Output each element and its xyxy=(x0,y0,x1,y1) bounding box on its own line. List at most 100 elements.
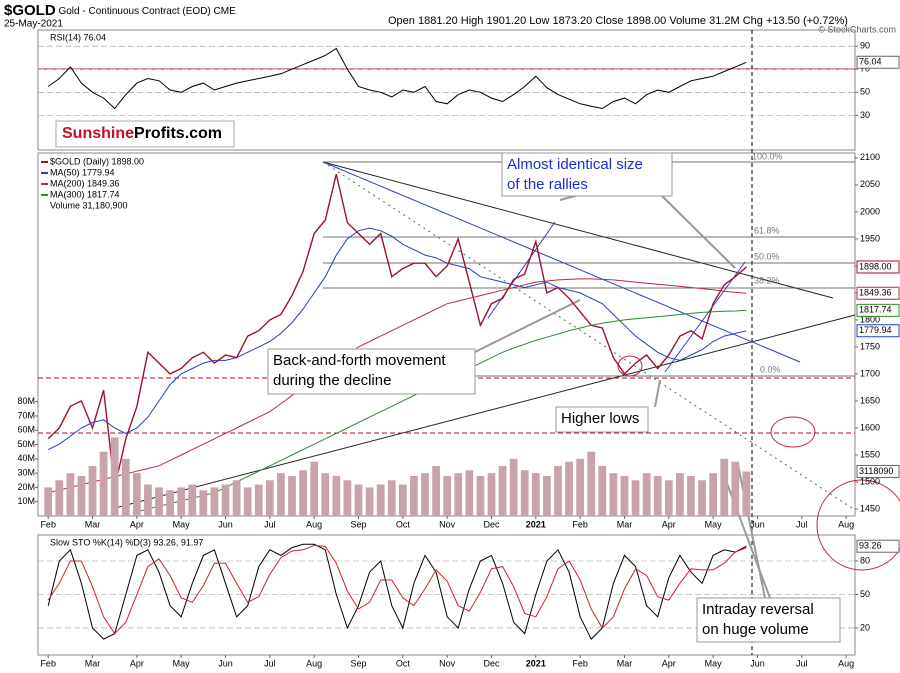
fib-label: 100.0% xyxy=(752,151,783,161)
volume-bar xyxy=(332,475,341,516)
volume-bar xyxy=(55,480,64,516)
x-tick-label: Nov xyxy=(439,519,456,529)
last-value-label: 1849.36 xyxy=(859,288,892,298)
last-value-label: 93.26 xyxy=(859,541,882,551)
fib-label: 38.2% xyxy=(754,275,780,285)
volume-bar xyxy=(44,487,53,516)
y-tick-label: 1950 xyxy=(860,233,880,243)
volume-bar xyxy=(288,475,296,516)
y-tick-label: 80 xyxy=(860,555,870,565)
brand-part: Sunshine xyxy=(62,125,134,142)
x-tick-label: Mar xyxy=(85,658,101,668)
volume-bar xyxy=(121,458,130,516)
last-value-box xyxy=(856,260,900,274)
annotation: of the rallies xyxy=(507,176,588,193)
series-line xyxy=(47,544,747,635)
volume-bar xyxy=(66,473,75,516)
volume-bar xyxy=(99,451,108,516)
annotation: Back-and-forth movement xyxy=(273,352,446,369)
series-line xyxy=(47,543,747,640)
volume-bar xyxy=(709,473,718,516)
x-tick-label: 2021 xyxy=(526,519,546,529)
volume-bar xyxy=(476,475,485,516)
arrow xyxy=(474,299,581,353)
volume-bar xyxy=(642,473,651,516)
volume-bar xyxy=(531,473,540,516)
last-value-box xyxy=(856,539,900,553)
volume-bar xyxy=(653,475,662,516)
annotation-box xyxy=(267,348,476,395)
x-tick-label: Aug xyxy=(838,658,854,668)
volume-bar xyxy=(188,484,197,516)
arrow xyxy=(721,469,771,599)
volume-bar xyxy=(210,487,219,516)
x-tick-label: Oct xyxy=(396,519,411,529)
series-line xyxy=(48,278,747,494)
volume-bar xyxy=(376,484,385,516)
series-line xyxy=(47,47,747,110)
x-tick-label: Jul xyxy=(796,658,808,668)
y-tick-label: 30 xyxy=(860,110,870,120)
volume-bar xyxy=(299,470,307,516)
x-tick-label: Jul xyxy=(796,519,808,529)
y-tick-label: 1600 xyxy=(860,422,880,432)
volume-bar xyxy=(77,475,86,516)
x-tick-label: Dec xyxy=(483,658,500,668)
x-tick-label: Apr xyxy=(130,658,144,668)
exchange: CME xyxy=(214,6,237,17)
symbol: $GOLD xyxy=(4,2,56,19)
last-value-label: 3118090 xyxy=(859,466,893,476)
volume-bar xyxy=(587,451,596,516)
x-tick-label: Sep xyxy=(350,519,366,529)
x-tick-label: May xyxy=(705,658,723,668)
x-tick-label: Dec xyxy=(483,519,500,529)
y-tick-label: 50M xyxy=(17,439,35,449)
x-tick-label: Aug xyxy=(306,658,322,668)
x-tick-label: Mar xyxy=(85,519,101,529)
annotation: during the decline xyxy=(273,372,391,389)
volume-bar xyxy=(698,480,706,516)
x-tick-label: May xyxy=(173,658,191,668)
volume-bar xyxy=(232,480,241,516)
volume-bar xyxy=(620,475,629,516)
copyright: © StockCharts.com xyxy=(818,24,896,34)
volume-bar xyxy=(265,480,274,516)
y-tick-label: 60M xyxy=(17,425,35,435)
volume-bar xyxy=(676,473,684,516)
x-tick-label: May xyxy=(173,519,191,529)
sto-panel xyxy=(37,534,856,656)
trendline xyxy=(322,161,801,363)
y-tick-label: 70M xyxy=(17,410,35,420)
last-value-label: 1898.00 xyxy=(859,261,892,271)
y-tick-label: 20M xyxy=(17,482,35,492)
y-tick-label: 2100 xyxy=(860,152,880,162)
x-tick-label: Jun xyxy=(750,658,765,668)
y-tick-label: 2000 xyxy=(860,206,880,216)
highlight-circle xyxy=(770,416,816,448)
highlight-circle xyxy=(617,355,643,377)
volume-bar xyxy=(576,458,585,516)
volume-bar xyxy=(410,475,418,516)
highlight-circle xyxy=(816,479,900,571)
volume-bar xyxy=(454,473,463,516)
x-tick-label: Feb xyxy=(572,658,588,668)
last-value-label: 1817.74 xyxy=(859,305,892,315)
x-tick-label: Apr xyxy=(130,519,144,529)
y-tick-label: 2050 xyxy=(860,179,880,189)
arrow xyxy=(661,195,736,269)
y-tick-label: 1650 xyxy=(860,395,880,405)
x-tick-label: Apr xyxy=(662,658,676,668)
volume-bar xyxy=(321,473,330,516)
volume-bar xyxy=(598,465,607,516)
arrow xyxy=(737,464,766,599)
last-value-box xyxy=(856,324,900,338)
y-tick-label: 10M xyxy=(17,496,35,506)
x-tick-label: Feb xyxy=(572,519,588,529)
annotation: on huge volume xyxy=(702,621,809,638)
brand-part: Profits.com xyxy=(134,125,222,142)
annotation: Higher lows xyxy=(561,410,639,427)
y-tick-label: 1800 xyxy=(860,314,880,324)
y-tick-label: 50 xyxy=(860,589,870,599)
x-tick-label: Nov xyxy=(439,658,456,668)
instrument-name: Gold - Continuous Contract (EOD) xyxy=(58,6,210,17)
